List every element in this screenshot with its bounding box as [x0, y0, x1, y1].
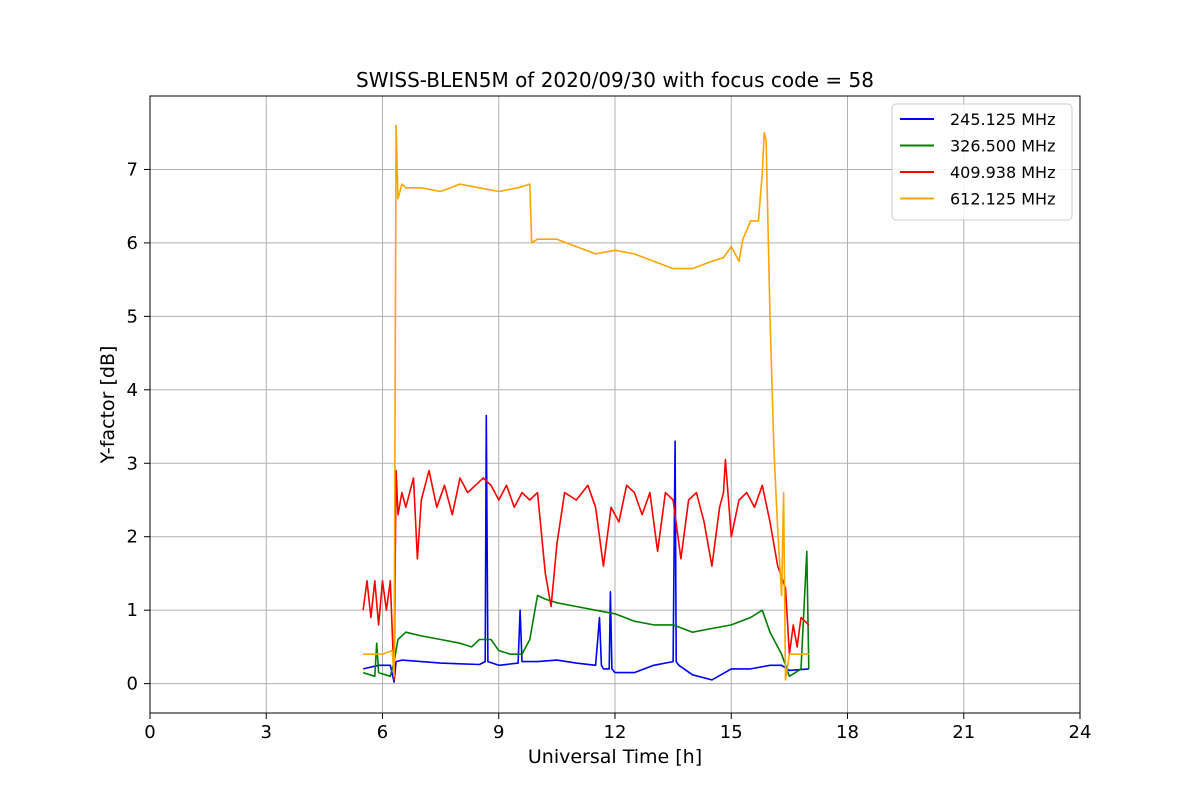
legend: 245.125 MHz 326.500 MHz 409.938 MHz 612.125…	[891, 103, 1073, 221]
x-tick-label: 21	[952, 722, 975, 743]
legend-label: 612.125 MHz	[950, 190, 1055, 209]
y-axis-title: Y-factor [dB]	[97, 346, 119, 465]
x-tick-label: 6	[377, 722, 388, 743]
x-tick-label: 15	[720, 722, 743, 743]
y-tick-label: 1	[127, 600, 138, 621]
legend-label: 245.125 MHz	[950, 110, 1055, 129]
series-lines	[362, 124, 810, 683]
y-tick-label: 4	[127, 380, 138, 401]
y-tick-label: 3	[127, 453, 138, 474]
x-tick-label: 3	[261, 722, 272, 743]
series-line-245-125-mhz	[362, 414, 809, 683]
y-tick-label: 2	[127, 527, 138, 548]
legend-label: 409.938 MHz	[950, 163, 1055, 182]
y-tick-label: 5	[127, 306, 138, 327]
x-axis-title: Universal Time [h]	[528, 746, 702, 768]
series-line-612-125-mhz	[363, 124, 809, 681]
series-line-409-938-mhz	[362, 458, 810, 681]
x-tick-label: 9	[493, 722, 504, 743]
y-tick-label: 6	[127, 233, 138, 254]
legend-box	[891, 103, 1073, 221]
x-tick-label: 12	[604, 722, 627, 743]
series-line-326-500-mhz	[362, 550, 810, 678]
y-tick-label: 0	[127, 674, 138, 695]
y-tick-label: 7	[127, 159, 138, 180]
chart-title: SWISS-BLEN5M of 2020/09/30 with focus co…	[356, 68, 874, 92]
x-tick-label: 0	[144, 722, 155, 743]
x-tick-label: 24	[1069, 722, 1092, 743]
x-tick-label: 18	[836, 722, 859, 743]
legend-label: 326.500 MHz	[950, 137, 1055, 156]
